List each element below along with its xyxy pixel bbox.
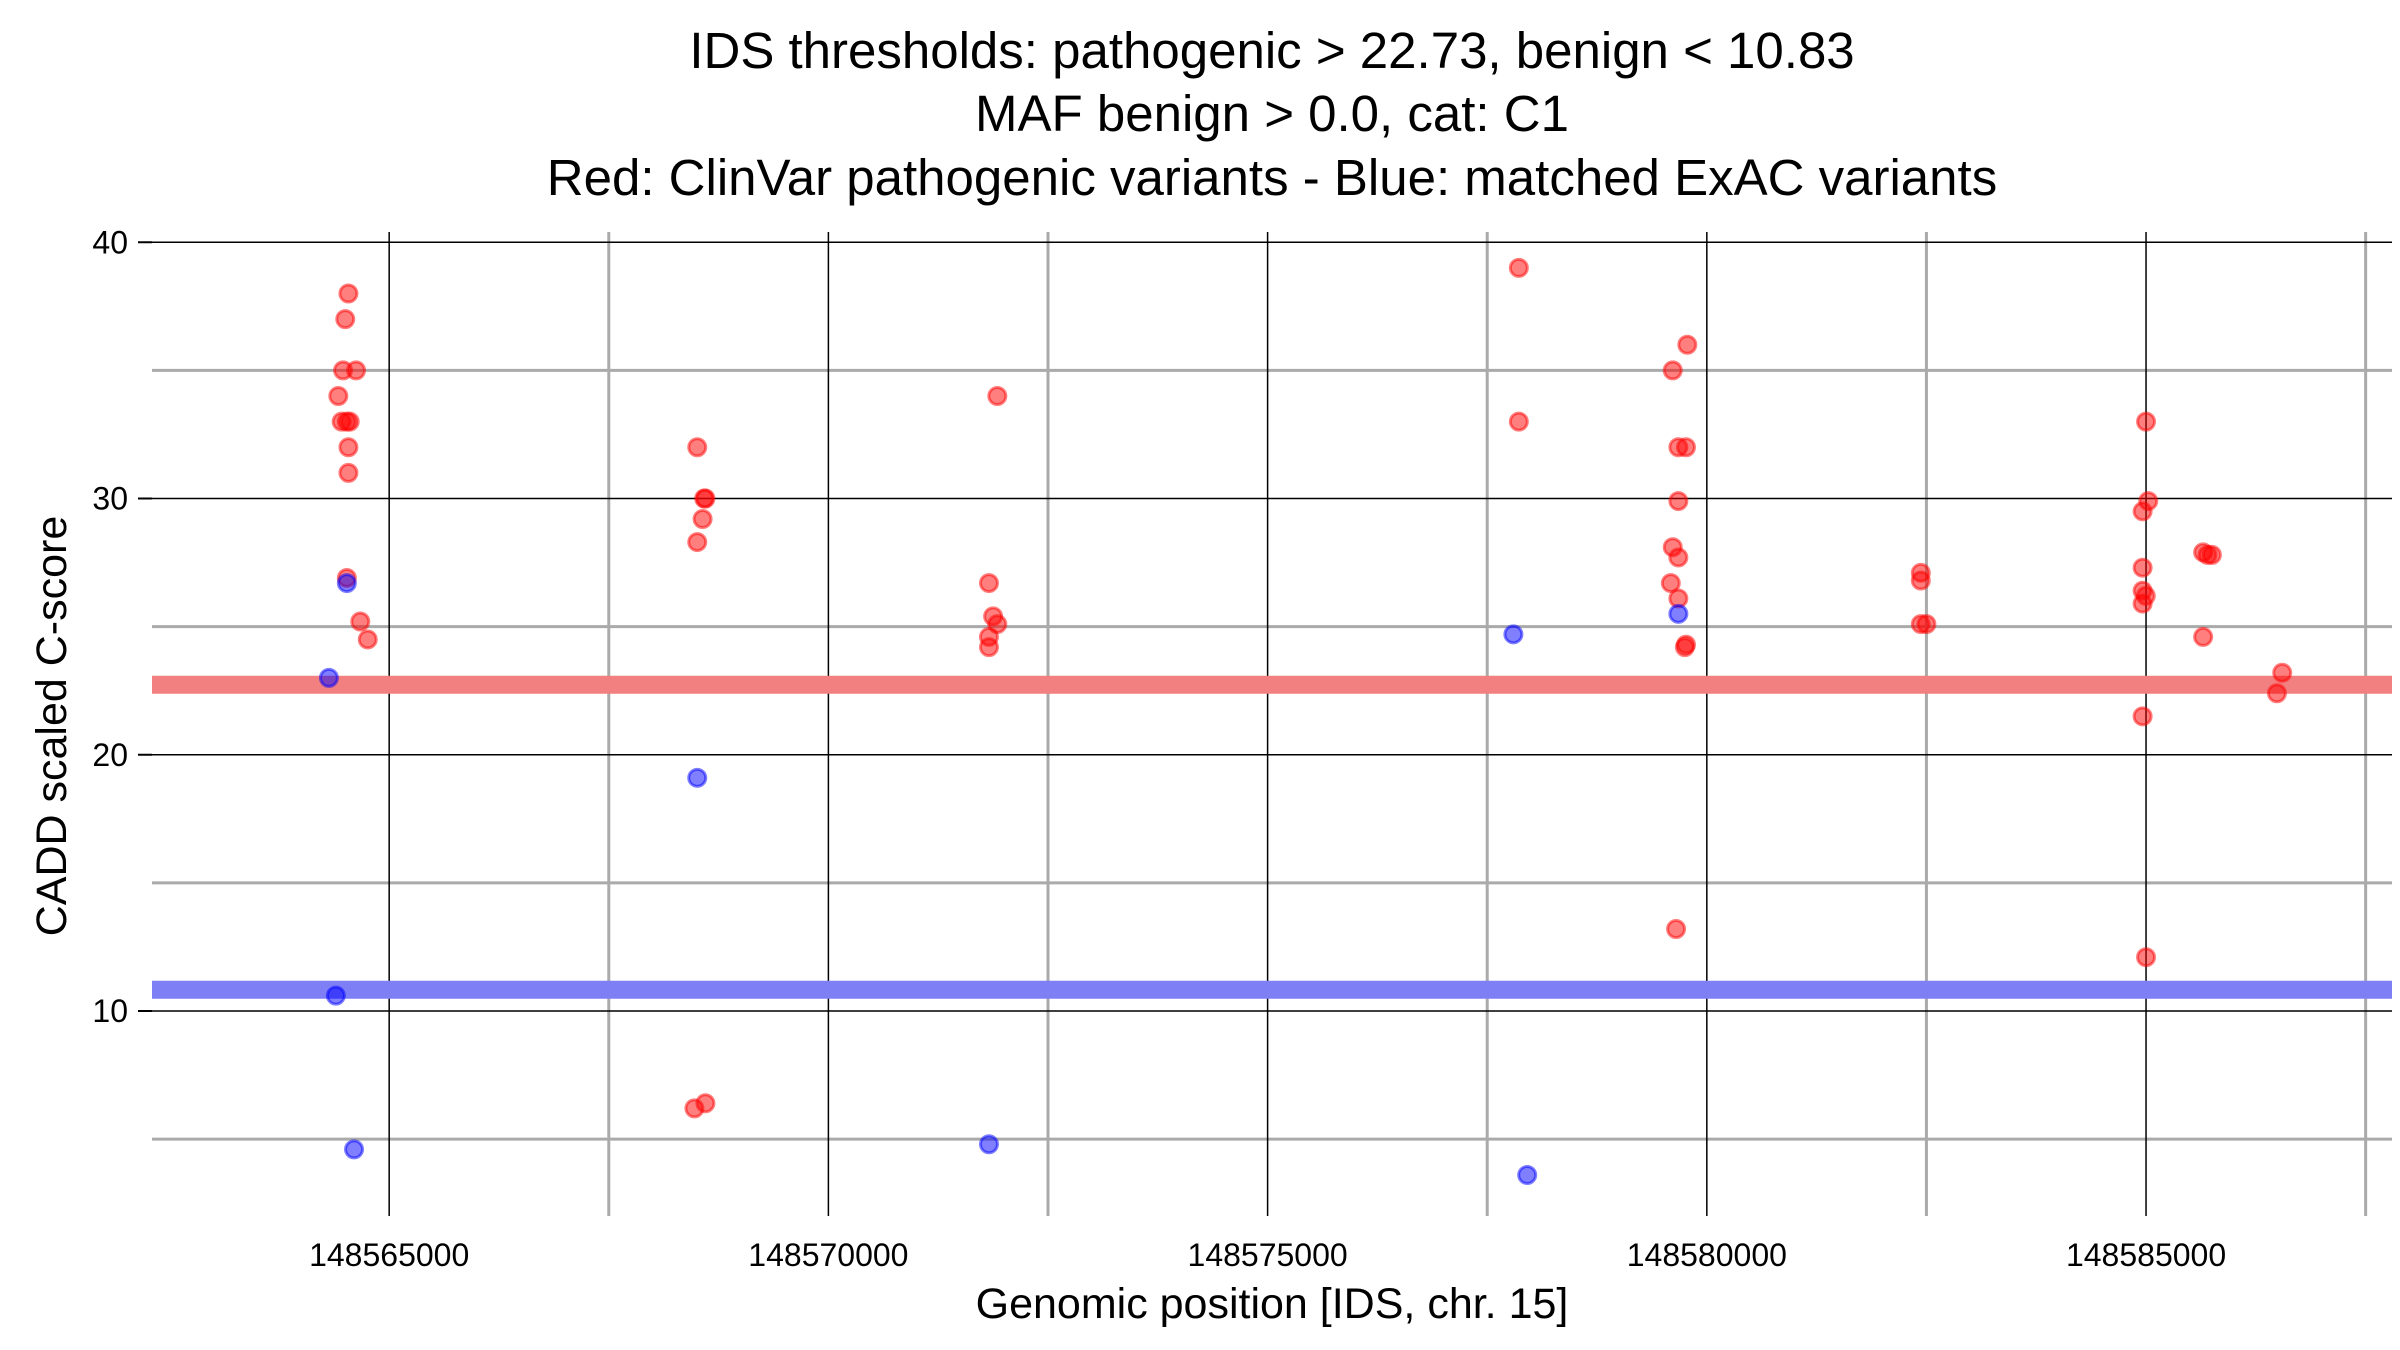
y-tick-label: 10	[92, 993, 128, 1029]
clinvar-pathogenic-variants-point	[2136, 947, 2157, 968]
clinvar-pathogenic-variants-point	[338, 283, 359, 304]
y-axis: 10 20 30 40	[92, 224, 152, 1029]
clinvar-pathogenic-variants-point	[1910, 570, 1931, 591]
x-axis: 148565000 148570000 148575000 148580000 1485…	[309, 1237, 2226, 1273]
x-tick-label: 148575000	[1188, 1237, 1348, 1273]
clinvar-pathogenic-variants-point	[978, 637, 999, 658]
clinvar-pathogenic-variants-point	[1662, 360, 1683, 381]
matched-exac-variants-point	[687, 767, 708, 788]
y-axis-label: CADD scaled C-score	[28, 516, 76, 937]
clinvar-pathogenic-variants-point	[335, 309, 356, 330]
data-points	[318, 257, 2293, 1185]
x-tick-label: 148565000	[309, 1237, 469, 1273]
matched-exac-variants-point	[1503, 624, 1524, 645]
clinvar-pathogenic-variants-point	[978, 573, 999, 594]
chart-title: IDS thresholds: pathogenic > 22.73, beni…	[547, 22, 1997, 206]
clinvar-pathogenic-variants-point	[2266, 683, 2287, 704]
x-tick-label: 148580000	[1627, 1237, 1787, 1273]
clinvar-pathogenic-variants-point	[2132, 557, 2153, 578]
clinvar-pathogenic-variants-point	[1666, 919, 1687, 939]
x-tick-label: 148585000	[2066, 1237, 2226, 1273]
title-line-2: MAF benign > 0.0, cat: C1	[975, 85, 1569, 142]
title-line-3: Red: ClinVar pathogenic variants - Blue:…	[547, 149, 1997, 206]
clinvar-pathogenic-variants-point	[1676, 437, 1697, 458]
clinvar-pathogenic-variants-point	[2132, 706, 2153, 727]
clinvar-pathogenic-variants-point	[695, 488, 716, 509]
clinvar-pathogenic-variants-point	[1508, 257, 1529, 278]
y-tick-label: 30	[92, 481, 128, 517]
matched-exac-variants-point	[978, 1134, 999, 1155]
clinvar-pathogenic-variants-point	[2201, 544, 2222, 565]
x-tick-label: 148570000	[748, 1237, 908, 1273]
matched-exac-variants-point	[336, 573, 357, 594]
clinvar-pathogenic-variants-point	[2272, 662, 2293, 683]
clinvar-pathogenic-variants-point	[2193, 626, 2214, 647]
clinvar-pathogenic-variants-point	[695, 1093, 716, 1114]
clinvar-pathogenic-variants-point	[350, 611, 371, 632]
clinvar-pathogenic-variants-point	[1660, 573, 1681, 594]
clinvar-pathogenic-variants-point	[328, 386, 349, 406]
clinvar-pathogenic-variants-point	[2132, 593, 2153, 614]
minor-gridlines	[152, 232, 2392, 1216]
clinvar-pathogenic-variants-point	[1916, 614, 1937, 635]
clinvar-pathogenic-variants-point	[1677, 334, 1698, 355]
clinvar-pathogenic-variants-point	[2136, 411, 2157, 432]
matched-exac-variants-point	[318, 667, 339, 688]
clinvar-pathogenic-variants-point	[692, 509, 713, 529]
matched-exac-variants-point	[1668, 603, 1689, 624]
clinvar-pathogenic-variants-point	[1668, 491, 1689, 512]
y-tick-label: 20	[92, 737, 128, 773]
y-tick-label: 40	[92, 224, 128, 260]
clinvar-pathogenic-variants-point	[987, 386, 1008, 406]
clinvar-pathogenic-variants-point	[357, 629, 378, 650]
clinvar-pathogenic-variants-point	[339, 411, 360, 432]
clinvar-pathogenic-variants-point	[2138, 491, 2159, 512]
clinvar-pathogenic-variants-point	[338, 437, 359, 458]
matched-exac-variants-point	[325, 985, 346, 1006]
matched-exac-variants-point	[1517, 1165, 1538, 1185]
title-line-1: IDS thresholds: pathogenic > 22.73, beni…	[689, 22, 1854, 79]
major-gridlines	[152, 232, 2392, 1216]
threshold-lines	[152, 675, 2392, 999]
clinvar-pathogenic-variants-point	[687, 437, 708, 458]
clinvar-pathogenic-variants-point	[1668, 547, 1689, 568]
matched-exac-variants-point	[344, 1139, 365, 1160]
clinvar-pathogenic-variants-point	[1674, 637, 1695, 658]
clinvar-pathogenic-variants-point	[346, 360, 367, 381]
clinvar-pathogenic-variants-point	[687, 532, 708, 553]
clinvar-pathogenic-variants-point	[338, 462, 359, 483]
clinvar-pathogenic-variants-point	[1508, 411, 1529, 432]
x-axis-label: Genomic position [IDS, chr. 15]	[976, 1280, 1569, 1328]
